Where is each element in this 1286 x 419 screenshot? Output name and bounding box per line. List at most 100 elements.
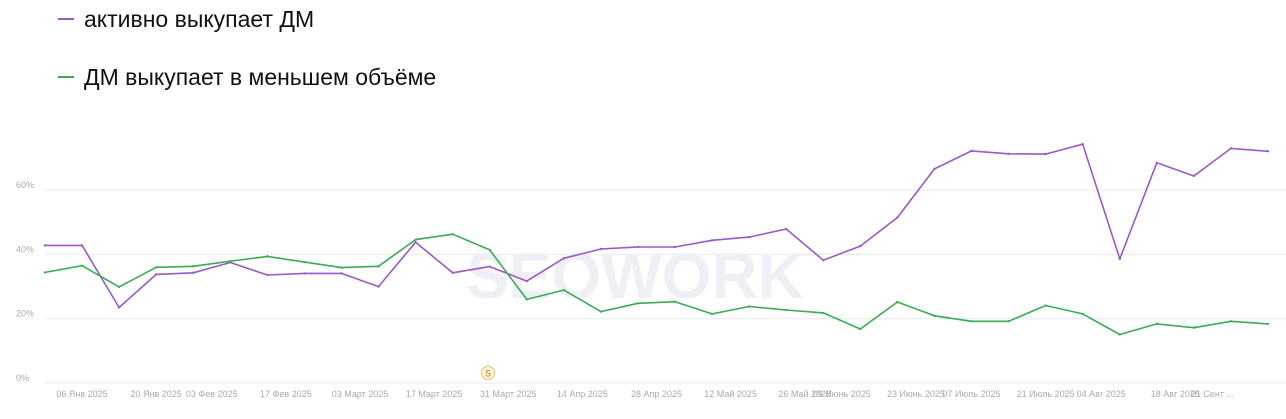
data-point[interactable] bbox=[229, 259, 232, 263]
data-point[interactable] bbox=[1192, 174, 1196, 178]
x-tick-label: 06 Янв 2025 bbox=[56, 389, 107, 399]
data-point[interactable] bbox=[377, 285, 380, 288]
legend-item-green[interactable]: ДМ выкупает в меньшем объёме bbox=[58, 62, 436, 92]
grid-layer bbox=[45, 189, 1286, 384]
data-point[interactable] bbox=[303, 272, 306, 275]
data-point[interactable] bbox=[785, 227, 788, 231]
data-point[interactable] bbox=[43, 244, 47, 247]
data-point[interactable] bbox=[451, 232, 454, 236]
data-point[interactable] bbox=[673, 300, 677, 303]
data-point[interactable] bbox=[154, 266, 158, 269]
data-point[interactable] bbox=[488, 248, 491, 252]
data-point[interactable] bbox=[414, 238, 417, 241]
data-point[interactable] bbox=[710, 312, 714, 316]
data-point[interactable] bbox=[933, 314, 936, 318]
data-point[interactable] bbox=[451, 271, 454, 274]
data-point[interactable] bbox=[1155, 161, 1159, 165]
data-point[interactable] bbox=[747, 235, 751, 239]
data-point[interactable] bbox=[1155, 322, 1159, 326]
axis-layer: 0% 20% 40% 60% 06 Янв 2025 20 Янв 2025 03 Фев … bbox=[16, 180, 1234, 399]
data-point[interactable] bbox=[1081, 312, 1084, 316]
data-point[interactable] bbox=[859, 327, 862, 331]
data-point[interactable] bbox=[414, 241, 417, 244]
data-point[interactable] bbox=[1192, 326, 1196, 329]
data-point[interactable] bbox=[970, 320, 973, 323]
x-tick-label: 01 Сент ... bbox=[1191, 389, 1234, 399]
legend-item-purple[interactable]: активно выкупает ДМ bbox=[58, 4, 314, 34]
data-point[interactable] bbox=[340, 272, 343, 275]
data-point[interactable] bbox=[1118, 257, 1121, 261]
data-point[interactable] bbox=[1044, 152, 1047, 156]
x-tick-label: 21 Июль 2025 bbox=[1017, 389, 1075, 399]
data-point[interactable] bbox=[80, 264, 84, 267]
data-point[interactable] bbox=[192, 271, 195, 274]
data-point[interactable] bbox=[1229, 320, 1233, 323]
data-point[interactable] bbox=[970, 149, 973, 153]
data-point[interactable] bbox=[1229, 147, 1233, 150]
data-point[interactable] bbox=[859, 244, 862, 248]
data-point[interactable] bbox=[1266, 150, 1270, 153]
x-tick-label: 17 Фев 2025 bbox=[260, 389, 312, 399]
x-tick-label: 17 Март 2025 bbox=[406, 389, 463, 399]
x-tick-label: 31 Март 2025 bbox=[480, 389, 537, 399]
data-point[interactable] bbox=[1118, 333, 1121, 336]
data-point[interactable] bbox=[1081, 142, 1084, 146]
data-point[interactable] bbox=[896, 300, 899, 304]
event-marker-circle bbox=[481, 366, 495, 380]
x-tick-label: 09 Июнь 2025 bbox=[813, 389, 871, 399]
event-marker-label: S bbox=[485, 369, 491, 379]
data-point[interactable] bbox=[747, 305, 751, 308]
data-point[interactable] bbox=[80, 244, 84, 247]
data-point[interactable] bbox=[117, 306, 121, 309]
data-point[interactable] bbox=[636, 302, 640, 305]
x-tick-label: 23 Июнь 2025 bbox=[887, 389, 945, 399]
data-point[interactable] bbox=[266, 273, 269, 277]
data-point[interactable] bbox=[822, 259, 825, 262]
data-point[interactable] bbox=[896, 216, 899, 219]
series-layer bbox=[43, 142, 1270, 336]
data-point[interactable] bbox=[1007, 320, 1010, 323]
data-point[interactable] bbox=[525, 279, 528, 283]
data-point[interactable] bbox=[525, 298, 528, 301]
y-tick-label: 60% bbox=[16, 180, 34, 190]
data-point[interactable] bbox=[266, 255, 269, 258]
x-tick-label: 03 Март 2025 bbox=[332, 389, 389, 399]
data-point[interactable] bbox=[562, 257, 566, 260]
legend-label-purple: активно выкупает ДМ bbox=[84, 6, 315, 32]
data-point[interactable] bbox=[340, 266, 343, 269]
data-point[interactable] bbox=[822, 311, 825, 315]
data-point[interactable] bbox=[1007, 152, 1010, 156]
data-point[interactable] bbox=[785, 308, 788, 312]
x-tick-label: 28 Апр 2025 bbox=[631, 389, 682, 399]
data-point[interactable] bbox=[933, 167, 936, 171]
data-point[interactable] bbox=[599, 247, 603, 251]
legend-swatch-green bbox=[58, 75, 74, 78]
x-tick-label: 20 Янв 2025 bbox=[131, 389, 182, 399]
data-point[interactable] bbox=[488, 265, 491, 268]
data-point[interactable] bbox=[192, 265, 195, 268]
x-tick-label: 04 Авг 2025 bbox=[1077, 389, 1126, 399]
x-tick-label: 18 Авг 2025 bbox=[1151, 389, 1200, 399]
series-line-purple[interactable] bbox=[45, 143, 1269, 309]
watermark: SEOWORK bbox=[466, 240, 804, 312]
data-point[interactable] bbox=[599, 310, 603, 313]
data-point[interactable] bbox=[303, 260, 306, 264]
data-point[interactable] bbox=[154, 273, 158, 276]
data-point[interactable] bbox=[377, 265, 380, 268]
series-line-green[interactable] bbox=[44, 233, 1269, 336]
data-point[interactable] bbox=[43, 271, 47, 274]
data-point[interactable] bbox=[562, 288, 566, 292]
data-point[interactable] bbox=[710, 239, 714, 242]
data-point[interactable] bbox=[673, 245, 677, 249]
y-tick-label: 20% bbox=[16, 309, 34, 319]
legend-swatch-purple bbox=[58, 17, 74, 20]
data-point[interactable] bbox=[1266, 322, 1270, 326]
x-tick-label: 14 Апр 2025 bbox=[557, 389, 608, 399]
event-marker[interactable]: S bbox=[481, 366, 495, 380]
data-point[interactable] bbox=[117, 285, 121, 289]
y-tick-label: 0% bbox=[16, 373, 29, 383]
x-tick-label: 26 Май 2025 bbox=[778, 389, 831, 399]
data-point[interactable] bbox=[636, 245, 640, 249]
data-point[interactable] bbox=[1044, 304, 1047, 307]
